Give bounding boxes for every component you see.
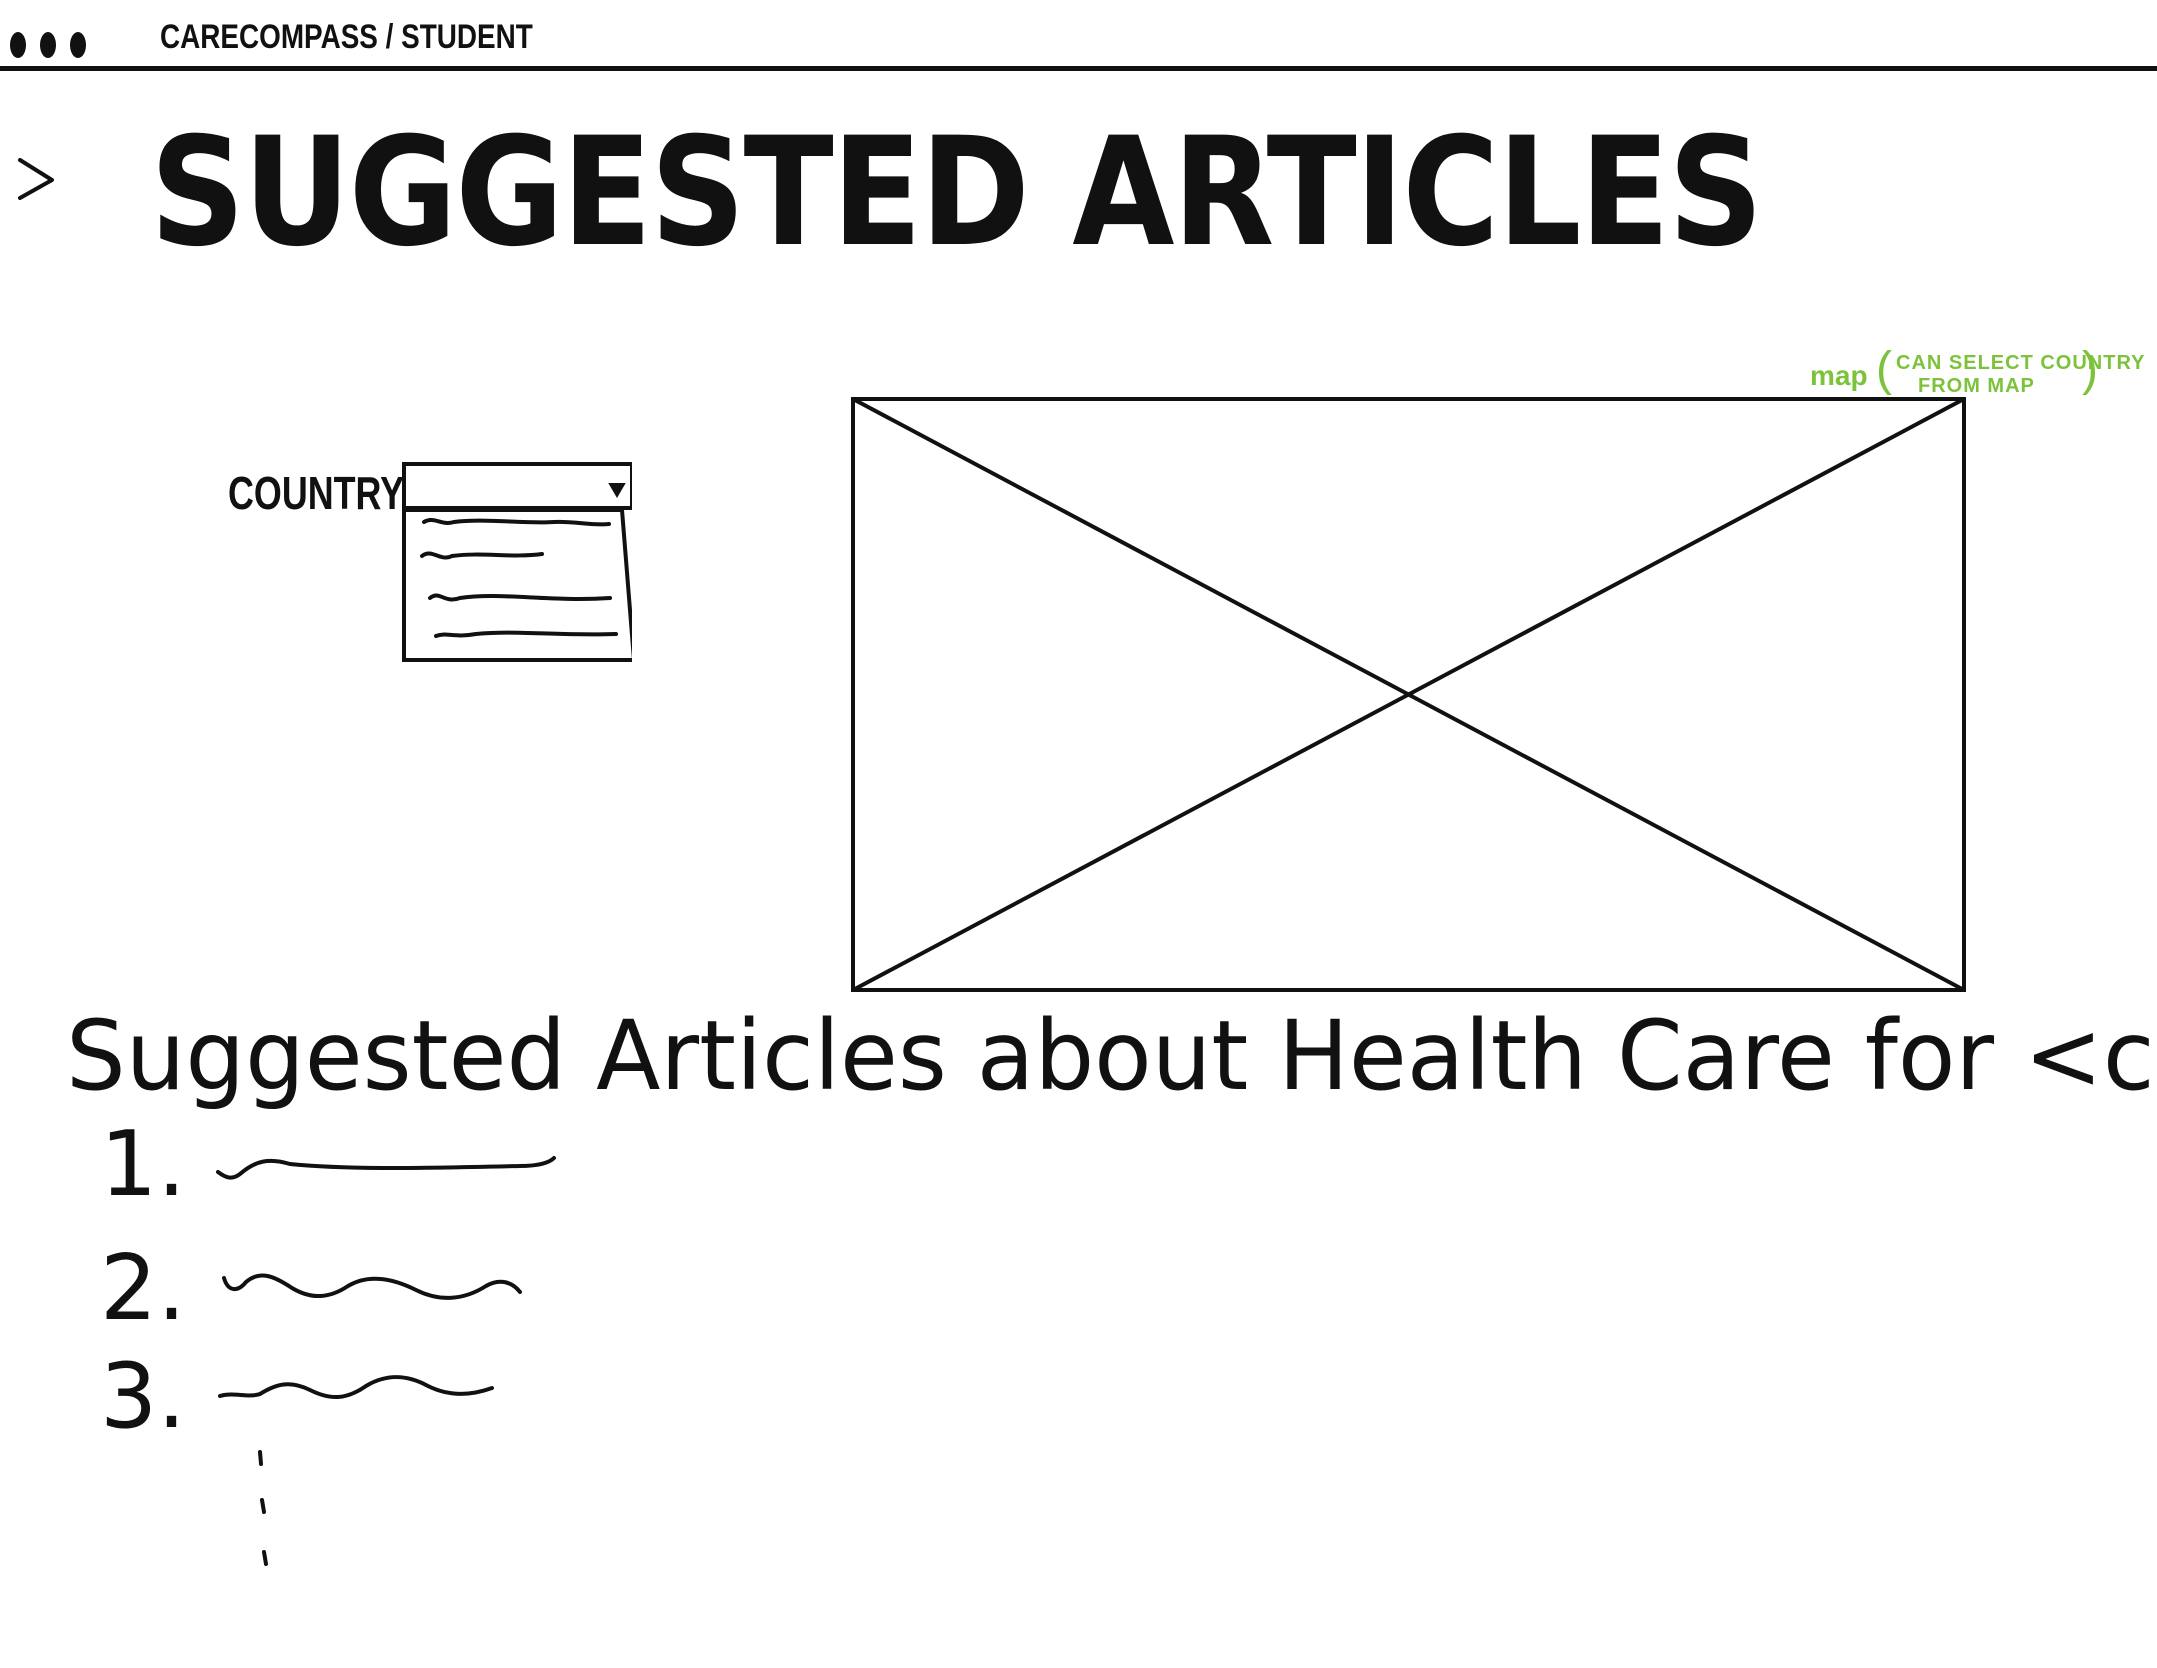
header-divider [0, 66, 2157, 71]
article-link[interactable] [210, 1254, 570, 1324]
more-items-icon [258, 1450, 268, 1566]
map-annotation-line1: CAN SELECT COUNTRY [1896, 352, 2146, 374]
close-paren: ) [2082, 343, 2098, 396]
country-dropdown[interactable] [402, 462, 632, 672]
dropdown-arrow-icon[interactable] [608, 483, 626, 498]
list-item[interactable]: 1. [100, 1120, 580, 1220]
list-item[interactable]: 3. [100, 1352, 580, 1452]
page-title: SUGGESTED ARTICLES [150, 106, 1763, 280]
map-annotation-line2: FROM MAP [1918, 375, 2035, 397]
country-map[interactable] [851, 397, 1966, 992]
article-link[interactable] [210, 1362, 570, 1432]
article-link[interactable] [210, 1130, 570, 1190]
chevron-right-icon[interactable] [14, 150, 58, 210]
window-dot-icon[interactable] [40, 32, 56, 58]
country-label: COUNTRY [228, 467, 405, 519]
breadcrumb[interactable]: CARECOMPASS / STUDENT [160, 18, 533, 56]
article-number: 3. [100, 1344, 186, 1449]
article-number: 1. [100, 1112, 186, 1217]
list-item[interactable]: 2. [100, 1244, 580, 1344]
open-paren: ( [1876, 343, 1892, 396]
window-controls [10, 32, 86, 58]
window-dot-icon[interactable] [70, 32, 86, 58]
window-dot-icon[interactable] [10, 32, 26, 58]
article-number: 2. [100, 1236, 186, 1341]
map-annotation-word: map [1810, 360, 1868, 391]
window-header: CARECOMPASS / STUDENT [0, 0, 2157, 72]
articles-heading: Suggested Articles about Health Care for… [66, 1000, 2157, 1112]
